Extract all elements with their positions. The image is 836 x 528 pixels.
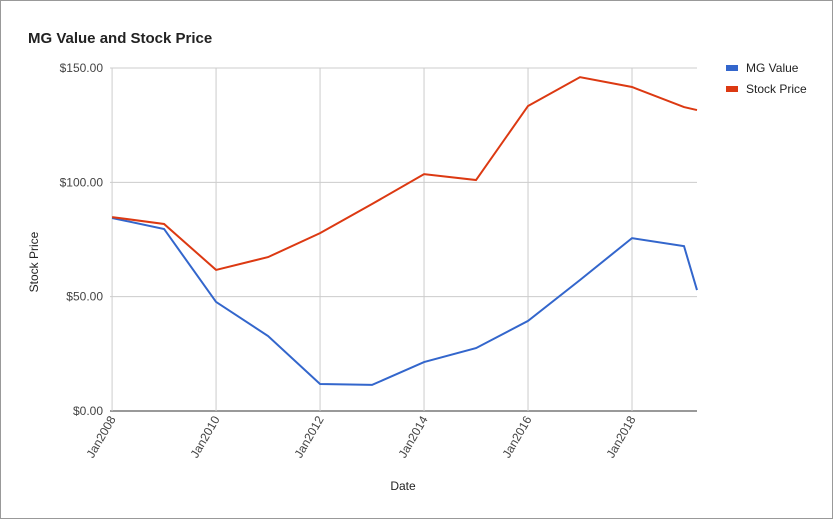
- chart-border: [0, 0, 833, 519]
- legend-swatch: [726, 65, 738, 71]
- legend-label: Stock Price: [746, 82, 807, 96]
- y-tick-label: $100.00: [60, 175, 104, 189]
- legend-swatch: [726, 86, 738, 92]
- line: [111, 76, 698, 272]
- x-axis-label: Date: [390, 479, 416, 493]
- chart-title: MG Value and Stock Price: [28, 30, 212, 47]
- y-tick-label: $150.00: [60, 61, 104, 75]
- legend-label: MG Value: [746, 61, 799, 75]
- y-tick-label: $0.00: [73, 404, 103, 418]
- y-tick-label: $50.00: [66, 290, 103, 304]
- y-axis-label: Stock Price: [27, 231, 41, 292]
- line: [111, 217, 698, 386]
